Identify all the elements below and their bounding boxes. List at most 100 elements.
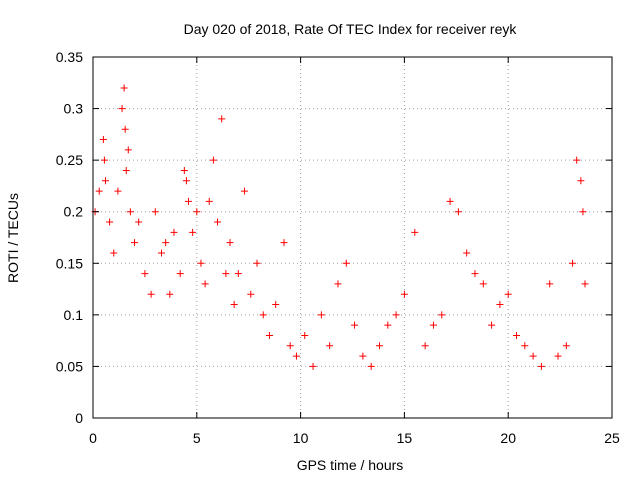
data-point <box>400 290 408 298</box>
data-point <box>546 280 554 288</box>
plot-frame <box>92 56 613 419</box>
data-point <box>573 156 581 164</box>
data-point <box>317 311 325 319</box>
x-tick-labels: 0 5 10 15 20 25 <box>89 430 620 446</box>
data-point <box>120 84 128 92</box>
data-point <box>342 259 350 267</box>
data-point <box>384 321 392 329</box>
data-point <box>201 280 209 288</box>
data-point <box>309 362 317 370</box>
data-point <box>351 321 359 329</box>
data-point <box>265 331 273 339</box>
data-point <box>197 259 205 267</box>
data-point <box>554 352 562 360</box>
data-point <box>121 125 129 133</box>
y-tick-label: 0.25 <box>56 152 83 168</box>
data-point <box>193 208 201 216</box>
y-tick-label: 0.05 <box>56 358 83 374</box>
data-point <box>446 197 454 205</box>
data-point <box>122 166 130 174</box>
x-tick-label: 20 <box>500 430 516 446</box>
data-point <box>182 177 190 185</box>
data-point <box>579 208 587 216</box>
data-point <box>131 239 139 247</box>
data-point <box>438 311 446 319</box>
y-tick-label: 0.35 <box>56 49 83 65</box>
data-point <box>234 270 242 278</box>
data-point <box>562 342 570 350</box>
data-point <box>147 290 155 298</box>
axis-ticks <box>92 56 613 419</box>
data-point <box>421 342 429 350</box>
data-point <box>375 342 383 350</box>
y-axis-label: ROTI / TECUs <box>5 193 21 283</box>
data-point <box>301 331 309 339</box>
data-point <box>454 208 462 216</box>
data-point <box>479 280 487 288</box>
data-point <box>218 115 226 123</box>
data-point <box>581 280 589 288</box>
data-point <box>272 301 280 309</box>
data-point <box>101 177 109 185</box>
data-point <box>180 166 188 174</box>
data-point <box>141 270 149 278</box>
data-point <box>537 362 545 370</box>
data-point <box>209 156 217 164</box>
data-point <box>292 352 300 360</box>
data-point <box>226 239 234 247</box>
data-point <box>359 352 367 360</box>
data-point <box>286 342 294 350</box>
data-point <box>184 197 192 205</box>
data-point <box>488 321 496 329</box>
data-point <box>100 156 108 164</box>
data-point <box>205 197 213 205</box>
data-point <box>124 146 132 154</box>
data-point <box>118 105 126 113</box>
x-tick-label: 15 <box>397 430 413 446</box>
data-point <box>326 342 334 350</box>
x-axis-label: GPS time / hours <box>297 457 404 473</box>
data-point <box>367 362 375 370</box>
data-point <box>241 187 249 195</box>
x-tick-label: 5 <box>193 430 201 446</box>
data-point <box>222 270 230 278</box>
data-point <box>334 280 342 288</box>
data-point <box>166 290 174 298</box>
data-point <box>521 342 529 350</box>
data-point <box>496 301 504 309</box>
data-point <box>214 218 222 226</box>
y-tick-label: 0.15 <box>56 255 83 271</box>
x-tick-label: 10 <box>293 430 309 446</box>
data-point <box>158 249 166 257</box>
data-point <box>471 270 479 278</box>
data-point <box>135 218 143 226</box>
data-points <box>91 84 589 370</box>
data-point <box>429 321 437 329</box>
data-point <box>126 208 134 216</box>
data-point <box>95 187 103 195</box>
data-point <box>106 218 114 226</box>
grid-lines <box>93 57 612 418</box>
data-point <box>151 208 159 216</box>
chart-title: Day 020 of 2018, Rate Of TEC Index for r… <box>184 21 518 37</box>
data-point <box>176 270 184 278</box>
data-point <box>463 249 471 257</box>
data-point <box>504 290 512 298</box>
data-point <box>513 331 521 339</box>
y-tick-label: 0.3 <box>64 101 84 117</box>
data-point <box>259 311 267 319</box>
data-point <box>170 228 178 236</box>
y-tick-label: 0.2 <box>64 204 84 220</box>
data-point <box>392 311 400 319</box>
data-point <box>162 239 170 247</box>
data-point <box>253 259 261 267</box>
data-point <box>110 249 118 257</box>
data-point <box>577 177 585 185</box>
x-tick-label: 0 <box>89 430 97 446</box>
y-tick-labels: 0 0.05 0.1 0.15 0.2 0.25 0.3 0.35 <box>56 49 83 426</box>
data-point <box>569 259 577 267</box>
data-point <box>529 352 537 360</box>
y-tick-label: 0.1 <box>64 307 84 323</box>
data-point <box>189 228 197 236</box>
